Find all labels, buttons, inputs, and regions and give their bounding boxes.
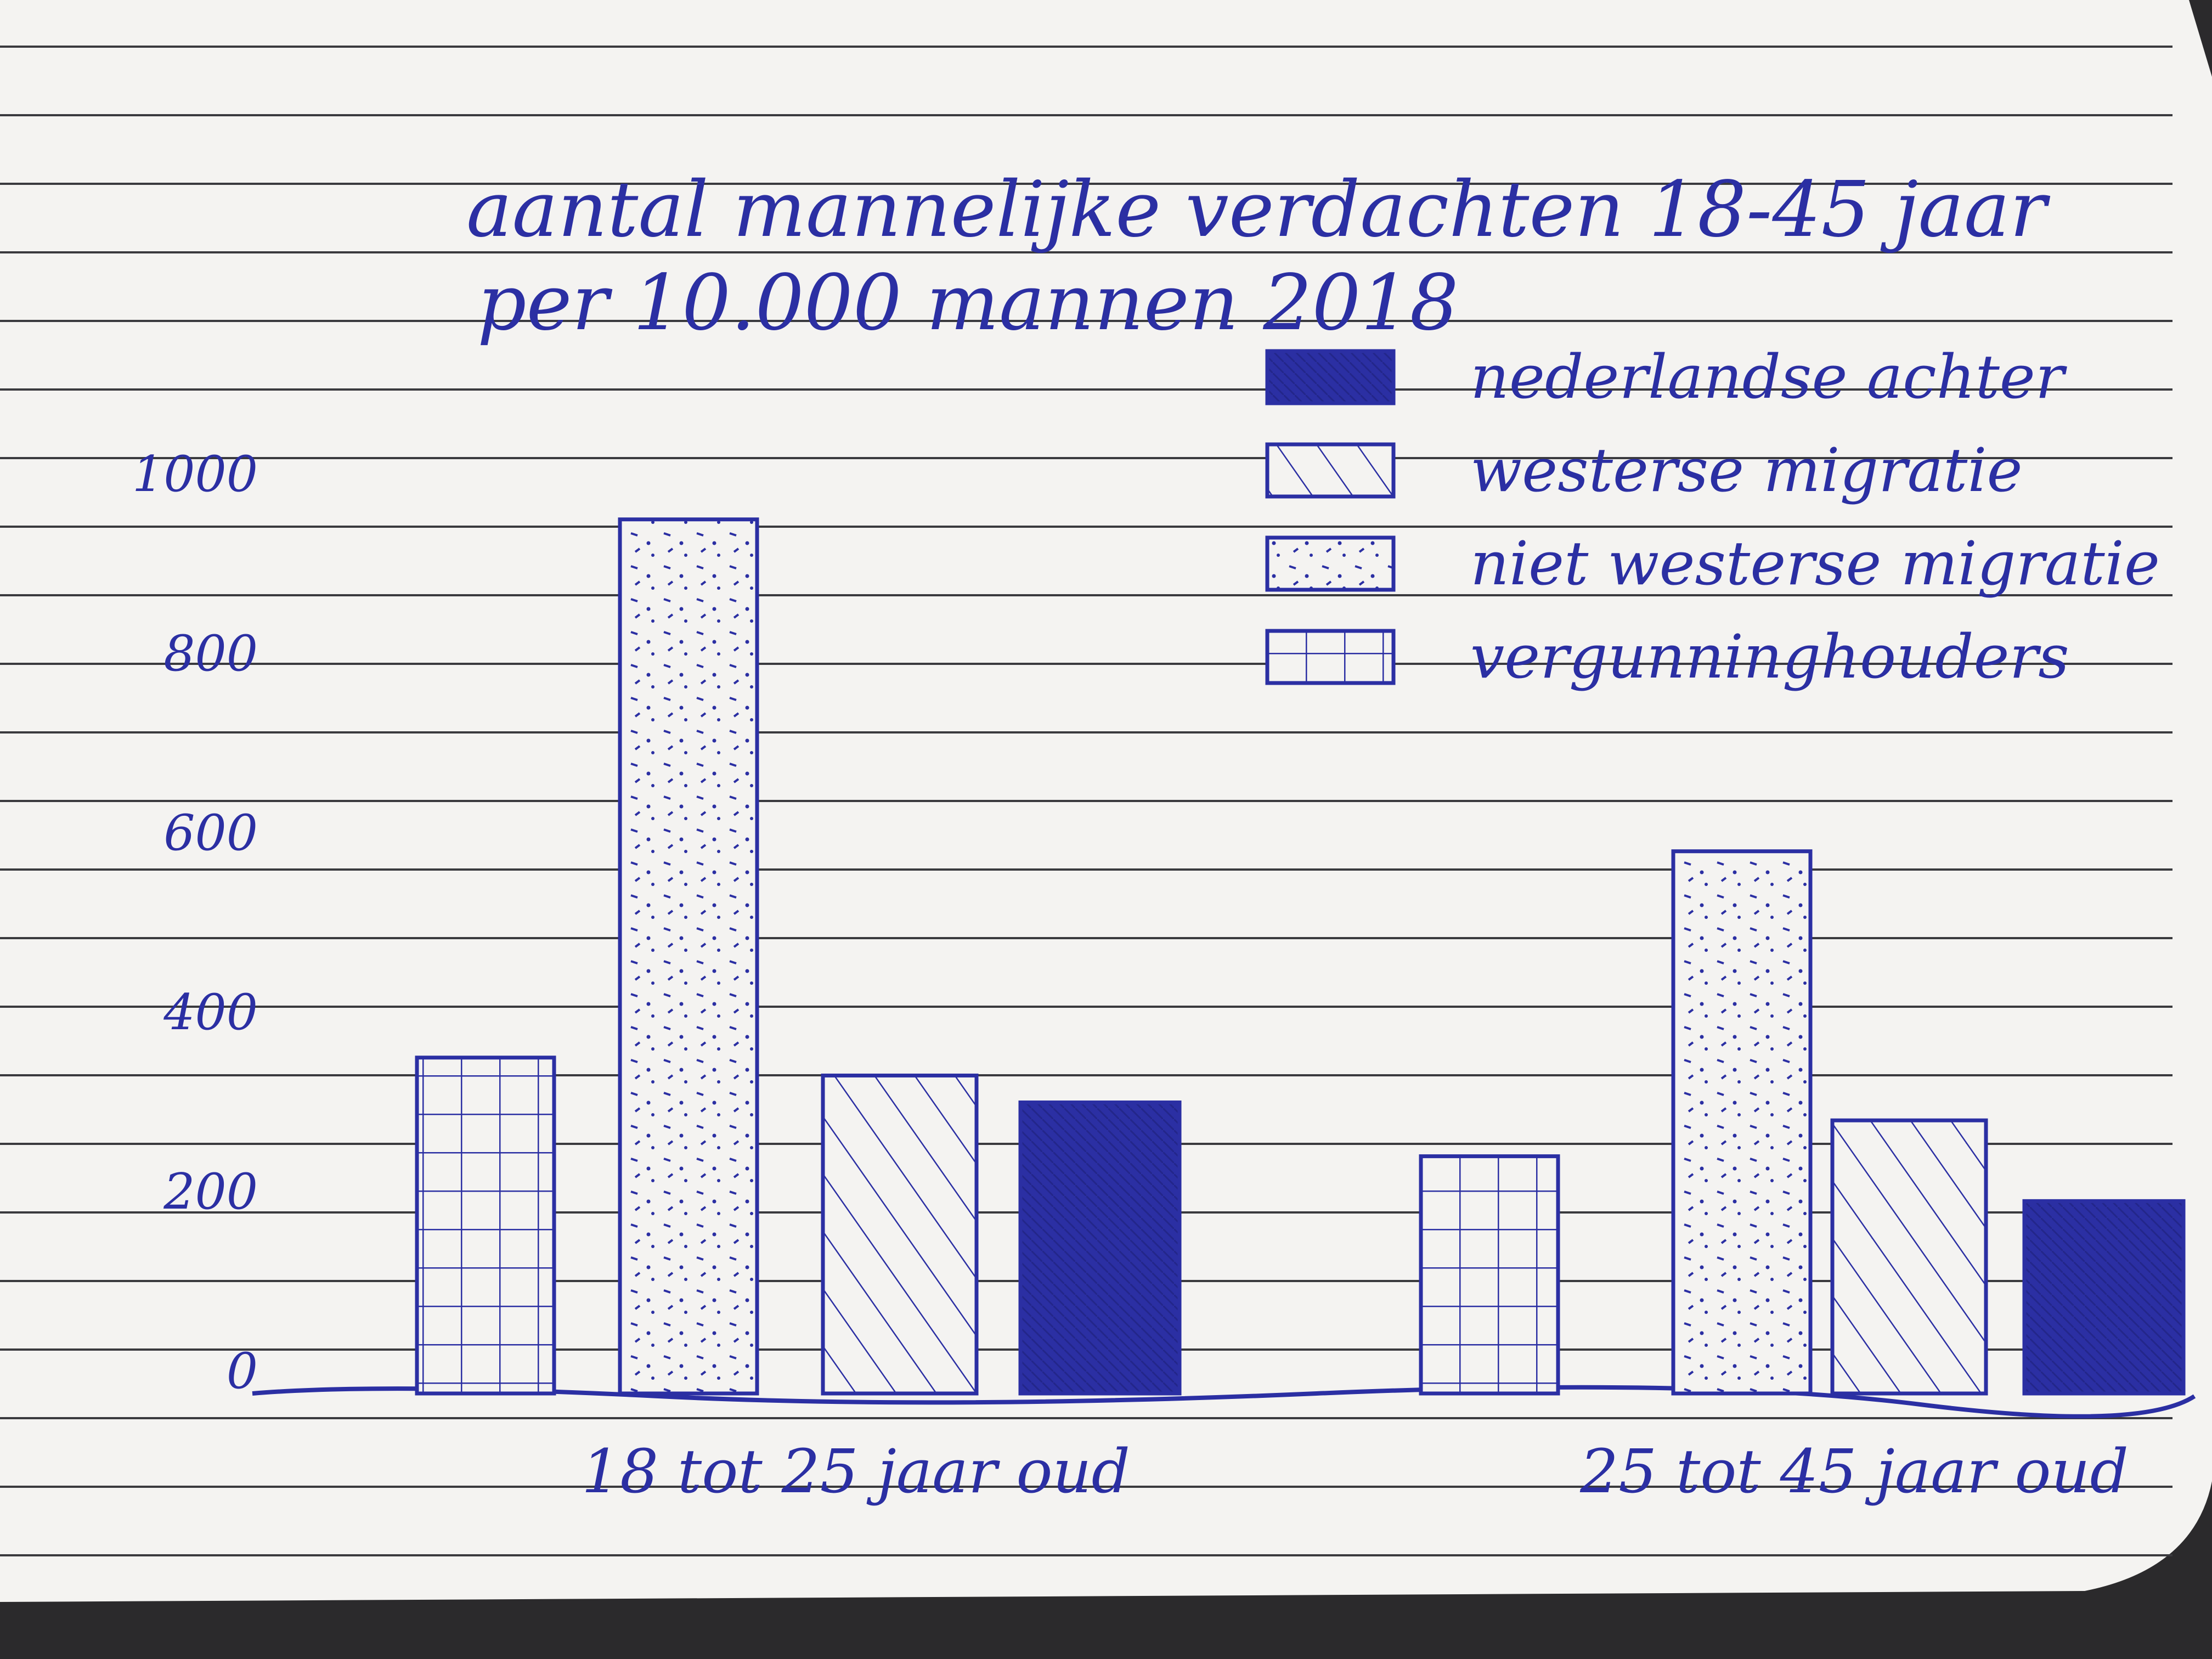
- y-tick-label: 200: [163, 1163, 258, 1221]
- y-tick-label: 0: [227, 1342, 258, 1400]
- y-tick-label: 400: [163, 984, 258, 1041]
- legend-label: nederlandse achter: [1470, 342, 2068, 412]
- x-category-label: 25 tot 45 jaar oud: [1579, 1436, 2129, 1506]
- legend-swatch: [1265, 349, 1396, 405]
- y-tick-label: 1000: [132, 445, 258, 503]
- legend-label: vergunninghouders: [1470, 622, 2069, 692]
- chart-title-line1: aantal mannelijke verdachten 18-45 jaar: [466, 165, 2050, 255]
- legend-label: westerse migratie: [1470, 435, 2023, 505]
- bar-hatch: [821, 1073, 979, 1396]
- legend-swatch: [1265, 535, 1396, 592]
- y-tick-label: 800: [163, 625, 258, 682]
- bar-hatch: [1830, 1118, 1988, 1396]
- y-axis-ticks: 0 200 400 600 800 1000: [132, 445, 258, 1400]
- chart-title-line2: per 10.000 mannen 2018: [477, 258, 1459, 348]
- x-category-label: 18 tot 25 jaar oud: [582, 1436, 1130, 1506]
- bar-grid: [415, 1056, 556, 1396]
- bars: [415, 517, 2186, 1396]
- legend-label: niet westerse migratie: [1470, 528, 2160, 599]
- y-tick-label: 600: [163, 804, 258, 862]
- legend-swatch: [1265, 442, 1396, 499]
- bar-grid: [1419, 1154, 1560, 1396]
- legend-swatch: [1265, 629, 1396, 685]
- bar-solid: [1018, 1101, 1182, 1396]
- bar-dots: [1671, 849, 1813, 1396]
- bar-solid: [2022, 1199, 2186, 1396]
- legend: nederlandse achter westerse migratie niet …: [1265, 342, 2160, 692]
- x-axis-categories: 18 tot 25 jaar oud 25 tot 45 jaar oud: [582, 1436, 2129, 1506]
- bar-dots: [618, 517, 759, 1396]
